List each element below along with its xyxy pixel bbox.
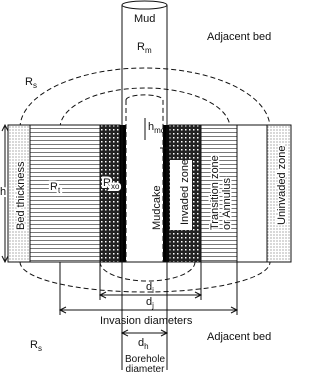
label-mudcake: Mudcake (151, 185, 163, 230)
label-sub: s (38, 344, 42, 353)
label-adjacent-bottom: Adjacent bed (207, 331, 271, 343)
label-base: d (138, 337, 144, 349)
label-sub: j (151, 301, 154, 310)
label-line: Transition zone (209, 155, 221, 230)
label-sub: s (33, 81, 37, 90)
label-base: d (146, 281, 152, 293)
label-uninvaded-zone: Uninvaded zone (276, 145, 288, 225)
label-hmc: hmc (148, 121, 165, 135)
ellipses (19, 67, 271, 293)
label-rs-bottom: Rs (30, 339, 42, 353)
label-adjacent-top: Adjacent bed (207, 31, 271, 43)
label-base: d (146, 296, 152, 308)
label-sub: h (144, 342, 148, 351)
label-bed-thickness: Bed thickness (15, 161, 27, 230)
label-sub: mc (154, 126, 165, 135)
label-di: di (146, 281, 154, 295)
label-base: R (30, 339, 38, 351)
dimensions (1, 118, 239, 337)
borehole (120, 0, 169, 370)
label-transition-zone: Transition zoneor Annulus (209, 155, 233, 230)
label-line: Borehole (125, 354, 165, 365)
label-sub: m (145, 46, 152, 55)
label-line: diameter (126, 364, 166, 374)
label-base: h (148, 121, 154, 133)
label-base: R (50, 181, 58, 193)
label-invasion-diameters: Invasion diameters (100, 315, 193, 327)
label-rt: Rt (50, 181, 61, 195)
label-sub: i (152, 286, 154, 295)
label-rxo: Rxo (103, 177, 120, 191)
label-mud: Mud (134, 13, 155, 25)
label-rm: Rm (137, 41, 152, 55)
label-dj: dj (146, 296, 154, 310)
label-rs-top: Rs (25, 76, 37, 90)
label-line: or Annulus (221, 178, 233, 230)
label-borehole-diameter: Borehole diameter (125, 354, 165, 374)
label-base: R (103, 177, 111, 189)
label-h: h (0, 186, 6, 198)
label-invaded-zone: Invaded zone (179, 159, 191, 225)
label-sub: t (58, 186, 61, 195)
label-base: R (137, 41, 145, 53)
label-sub: xo (111, 182, 120, 191)
bed (7, 124, 292, 263)
label-base: R (25, 76, 33, 88)
label-dh: dh (138, 337, 149, 351)
diagram: Mud Rm Adjacent bed Rs hmc Rt Rxo h Bed … (0, 0, 292, 374)
